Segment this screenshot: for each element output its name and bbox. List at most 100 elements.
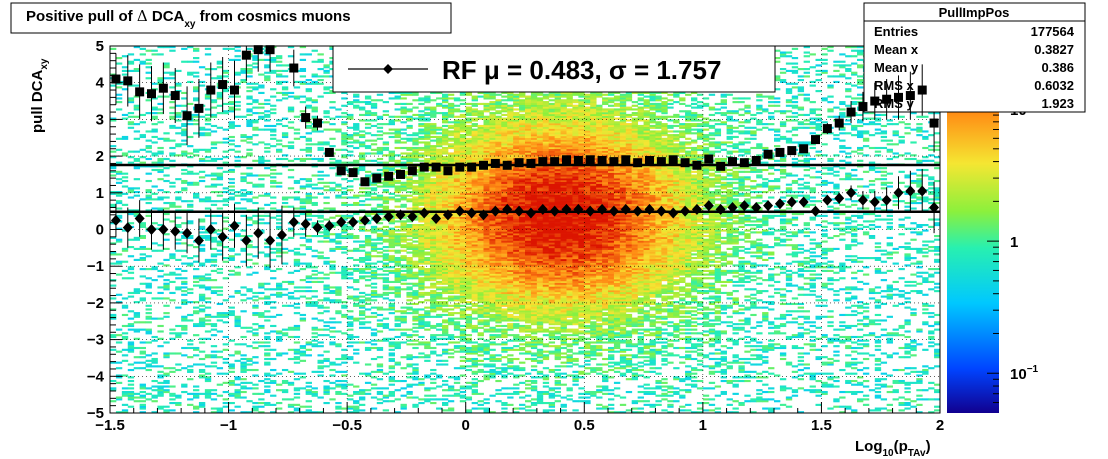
heatmap-cell	[234, 383, 241, 386]
heatmap-cell	[127, 209, 135, 212]
heatmap-cell	[495, 255, 502, 258]
heatmap-cell	[370, 332, 378, 335]
heatmap-cell	[270, 374, 277, 377]
heatmap-cell	[234, 104, 241, 107]
heatmap-cell	[151, 168, 158, 172]
heatmap-cell	[388, 198, 395, 201]
heatmap-cell	[489, 179, 496, 183]
heatmap-cell	[447, 161, 455, 164]
heatmap-cell	[187, 46, 194, 49]
heatmap-cell	[370, 255, 378, 258]
heatmap-cell	[210, 411, 218, 413]
heatmap-cell	[483, 277, 490, 280]
heatmap-cell	[364, 363, 372, 366]
heatmap-cell	[400, 224, 407, 227]
heatmap-cell	[305, 392, 312, 395]
heatmap-cell	[442, 383, 449, 386]
heatmap-cell	[465, 227, 473, 230]
heatmap-cell	[442, 132, 449, 135]
heatmap-cell	[388, 257, 395, 260]
heatmap-cell	[240, 286, 247, 289]
heatmap-cell	[459, 240, 467, 243]
heatmap-cell	[323, 401, 330, 405]
heatmap-cell	[453, 124, 461, 128]
heatmap-cell	[252, 374, 259, 377]
heatmap-cell	[424, 179, 431, 183]
heatmap-cell	[341, 161, 348, 164]
heatmap-cell	[465, 348, 473, 351]
heatmap-cell	[169, 73, 176, 76]
heatmap-cell	[139, 53, 146, 56]
heatmap-cell	[424, 244, 431, 247]
heatmap-cell	[430, 271, 437, 274]
heatmap-cell	[270, 394, 277, 397]
heatmap-cell	[317, 257, 324, 260]
heatmap-cell	[305, 126, 312, 129]
heatmap-cell	[424, 172, 431, 175]
heatmap-cell	[228, 110, 235, 113]
heatmap-cell	[181, 319, 188, 322]
heatmap-cell	[145, 209, 152, 212]
heatmap-cell	[127, 368, 135, 372]
heatmap-cell	[341, 301, 348, 304]
heatmap-cell	[198, 200, 206, 203]
heatmap-cell	[341, 304, 348, 307]
heatmap-cell	[234, 359, 241, 362]
heatmap-cell	[347, 394, 354, 397]
heatmap-cell	[311, 332, 318, 335]
heatmap-cell	[406, 383, 413, 386]
heatmap-cell	[329, 145, 336, 148]
heatmap-cell	[121, 135, 129, 139]
heatmap-cell	[293, 251, 301, 254]
heatmap-cell	[418, 115, 425, 118]
heatmap-cell	[453, 156, 461, 159]
heatmap-cell	[388, 306, 395, 309]
heatmap-cell	[210, 101, 218, 104]
heatmap-cell	[305, 405, 312, 408]
heatmap-cell	[382, 387, 390, 390]
heatmap-cell	[471, 183, 478, 186]
heatmap-cell	[335, 214, 342, 217]
heatmap-cell	[436, 334, 443, 337]
heatmap-cell	[299, 68, 307, 71]
heatmap-cell	[388, 394, 395, 397]
heatmap-cell	[210, 286, 218, 289]
heatmap-cell	[210, 113, 218, 117]
heatmap-cell	[483, 363, 490, 366]
heatmap-cell	[204, 279, 212, 282]
heatmap-cell	[370, 266, 378, 269]
heatmap-cell	[430, 214, 437, 217]
heatmap-cell	[424, 306, 431, 309]
heatmap-cell	[210, 99, 218, 102]
heatmap-cell	[388, 244, 395, 247]
heatmap-cell	[299, 135, 307, 139]
heatmap-cell	[305, 53, 312, 56]
heatmap-cell	[311, 224, 318, 227]
heatmap-cell	[447, 308, 455, 311]
heatmap-cell	[477, 181, 484, 184]
heatmap-cell	[145, 194, 152, 197]
heatmap-cell	[483, 203, 490, 206]
heatmap-cell	[157, 95, 164, 98]
heatmap-cell	[157, 80, 164, 83]
heatmap-cell	[299, 411, 307, 413]
heatmap-cell	[453, 179, 461, 183]
heatmap-cell	[424, 271, 431, 274]
heatmap-cell	[495, 279, 502, 282]
heatmap-cell	[193, 47, 200, 50]
heatmap-cell	[335, 312, 342, 315]
heatmap-cell	[222, 343, 229, 346]
heatmap-cell	[317, 277, 324, 280]
heatmap-cell	[323, 334, 330, 337]
heatmap-cell	[181, 299, 188, 302]
heatmap-cell	[459, 317, 467, 320]
heatmap-cell	[341, 387, 348, 390]
heatmap-cell	[483, 121, 490, 124]
heatmap-cell	[252, 57, 259, 60]
heatmap-cell	[198, 310, 206, 313]
heatmap-cell	[424, 216, 431, 219]
heatmap-cell	[477, 346, 484, 350]
heatmap-cell	[442, 258, 449, 261]
heatmap-cell	[394, 324, 401, 328]
heatmap-cell	[400, 258, 407, 261]
